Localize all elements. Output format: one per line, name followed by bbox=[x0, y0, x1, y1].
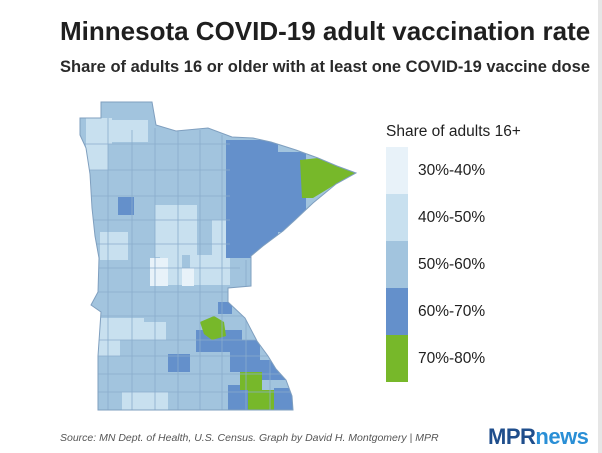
legend-swatch bbox=[386, 147, 408, 194]
county-60-70 bbox=[228, 385, 250, 410]
mpr-news-logo: MPRnews bbox=[488, 424, 589, 449]
county-40-50 bbox=[175, 205, 197, 255]
county-60-70 bbox=[118, 197, 134, 215]
legend-item: 30%-40% bbox=[386, 147, 516, 194]
legend: 30%-40% 40%-50% 50%-60% 60%-70% 70%-80% bbox=[386, 147, 516, 382]
county-30-40 bbox=[150, 258, 168, 286]
county-40-50 bbox=[98, 318, 120, 356]
county-70-80-metro bbox=[200, 316, 226, 340]
county-40-50 bbox=[86, 144, 108, 170]
legend-swatch bbox=[386, 288, 408, 335]
county-60-70 bbox=[274, 388, 294, 410]
legend-title: Share of adults 16+ bbox=[386, 123, 521, 140]
county-70-80-olmsted bbox=[248, 390, 274, 410]
legend-item: 60%-70% bbox=[386, 288, 516, 335]
legend-label: 50%-60% bbox=[418, 256, 486, 273]
legend-item: 40%-50% bbox=[386, 194, 516, 241]
county-60-70 bbox=[218, 302, 232, 314]
legend-label: 40%-50% bbox=[418, 209, 486, 226]
county-40-50 bbox=[122, 392, 146, 410]
county-40-50 bbox=[108, 120, 148, 142]
legend-item: 50%-60% bbox=[386, 241, 516, 288]
legend-label: 30%-40% bbox=[418, 162, 486, 179]
legend-label: 70%-80% bbox=[418, 350, 486, 367]
county-40-50 bbox=[100, 232, 128, 260]
county-30-40 bbox=[182, 268, 194, 286]
county-40-50 bbox=[190, 255, 230, 285]
county-70-80 bbox=[240, 372, 262, 390]
county-60-70 bbox=[168, 354, 190, 372]
county-60-70 bbox=[258, 360, 294, 380]
chart-subtitle: Share of adults 16 or older with at leas… bbox=[60, 58, 590, 76]
legend-swatch bbox=[386, 194, 408, 241]
legend-label: 60%-70% bbox=[418, 303, 486, 320]
legend-item: 70%-80% bbox=[386, 335, 516, 382]
state-outline bbox=[79, 101, 358, 411]
legend-swatch bbox=[386, 335, 408, 382]
county-60-70-st-louis bbox=[226, 140, 278, 258]
source-note: Source: MN Dept. of Health, U.S. Census.… bbox=[60, 432, 439, 444]
county-40-50 bbox=[146, 392, 168, 410]
chart-title: Minnesota COVID-19 adult vaccination rat… bbox=[60, 16, 591, 46]
legend-swatch bbox=[386, 241, 408, 288]
